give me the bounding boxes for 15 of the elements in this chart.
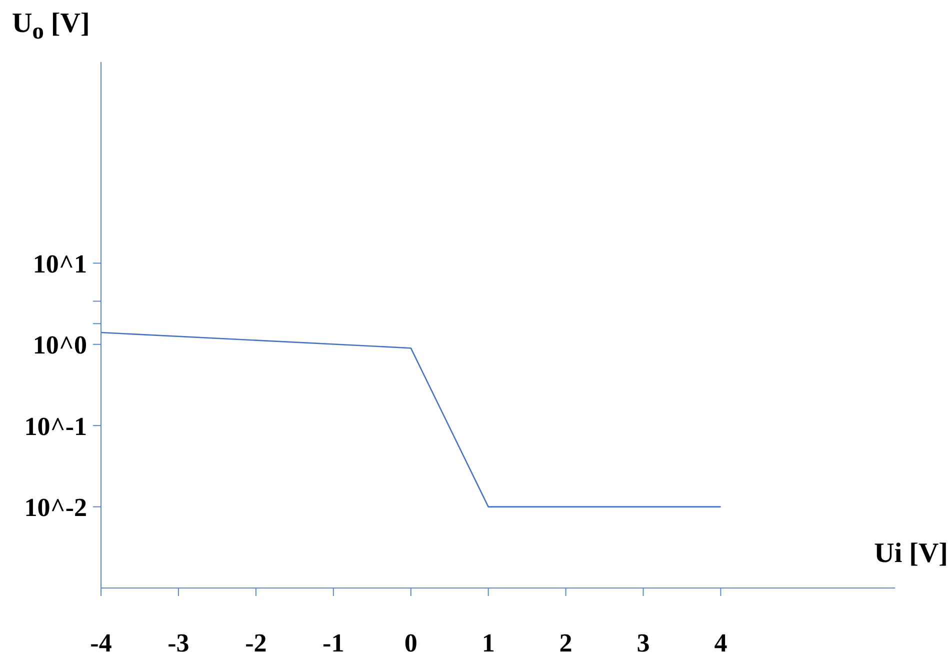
x-tick-label: 2: [559, 628, 572, 653]
x-tick-label: -4: [90, 628, 112, 653]
x-tick-label: 4: [714, 628, 728, 653]
x-tick-label: 0: [404, 628, 418, 653]
x-tick-label: -1: [322, 628, 344, 653]
x-tick-label: 1: [482, 628, 495, 653]
y-tick-label: 10^0: [32, 330, 87, 360]
x-tick-label: -2: [245, 628, 267, 653]
x-tick-label: -3: [168, 628, 190, 653]
y-tick-label: 10^-2: [24, 493, 87, 522]
y-axis-title: U$_{o}$ [V]: [12, 8, 90, 46]
x-axis-title: Ui [V]: [874, 538, 948, 570]
y-tick-label: 10^1: [32, 249, 87, 278]
x-tick-label: 3: [636, 628, 650, 653]
y-tick-label: 10^-1: [24, 412, 87, 441]
